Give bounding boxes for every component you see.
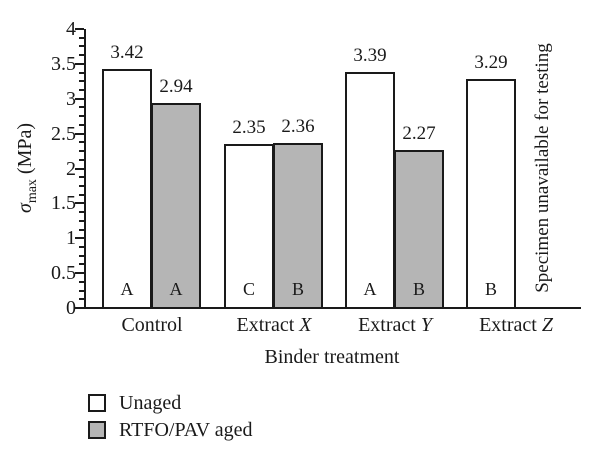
y-major-tick (75, 98, 84, 100)
y-tick-label: 1.5 (51, 192, 76, 214)
bar-rtfo-pav-aged-3 (394, 150, 444, 309)
y-minor-tick (79, 194, 84, 196)
y-tick-label: 0 (66, 297, 76, 319)
y-major-tick (75, 28, 84, 30)
y-minor-tick (79, 229, 84, 231)
legend-swatch-unaged-icon (88, 394, 106, 412)
y-tick-label: 0.5 (51, 262, 76, 284)
y-minor-tick (79, 281, 84, 283)
bar-value-label: 2.27 (402, 123, 436, 144)
y-major-tick (75, 307, 84, 309)
bar-value-label: 2.94 (159, 76, 193, 97)
y-minor-tick (79, 150, 84, 152)
bar-statistical-letter: A (169, 279, 183, 299)
legend-item-unaged: Unaged (88, 392, 252, 414)
y-minor-tick (79, 106, 84, 108)
y-axis-label: σmax (MPa) (14, 123, 44, 213)
bar-statistical-letter: A (120, 279, 134, 299)
y-minor-tick (79, 298, 84, 300)
y-tick-label: 3.5 (51, 53, 76, 75)
x-category-label: Extract Y (358, 314, 432, 336)
legend-label-aged: RTFO/PAV aged (119, 419, 253, 441)
y-minor-tick (79, 246, 84, 248)
y-minor-tick (79, 159, 84, 161)
bar-value-label: 2.35 (232, 117, 266, 138)
legend: Unaged RTFO/PAV aged (88, 392, 252, 446)
y-major-tick (75, 237, 84, 239)
y-minor-tick (79, 290, 84, 292)
y-major-tick (75, 272, 84, 274)
bar-value-label: 2.36 (281, 116, 315, 137)
y-tick-label: 2.5 (51, 123, 76, 145)
y-minor-tick (79, 255, 84, 257)
legend-swatch-aged-icon (88, 421, 106, 439)
y-minor-tick (79, 115, 84, 117)
y-major-tick (75, 63, 84, 65)
x-category-label: Extract X (236, 314, 312, 336)
x-axis-label: Binder treatment (264, 346, 400, 368)
bar-unaged-1 (102, 69, 152, 309)
x-category-label: Control (121, 314, 183, 336)
bar-unaged-4 (466, 79, 516, 309)
bar-rtfo-pav-aged-1 (151, 103, 201, 309)
y-minor-tick (79, 54, 84, 56)
y-axis-unit: (MPa) (14, 122, 36, 180)
y-tick-label: 4 (66, 18, 76, 40)
bar-unaged-2 (224, 144, 274, 309)
sigma-subscript: max (25, 179, 40, 204)
x-category-label: Extract Z (479, 314, 553, 336)
y-minor-tick (79, 263, 84, 265)
y-minor-tick (79, 45, 84, 47)
y-major-tick (75, 168, 84, 170)
legend-label-unaged: Unaged (119, 392, 182, 414)
missing-data-note: Specimen unavailable for testing (532, 43, 553, 293)
y-minor-tick (79, 124, 84, 126)
bar-unaged-3 (345, 72, 395, 309)
y-minor-tick (79, 89, 84, 91)
y-minor-tick (79, 220, 84, 222)
sigma-symbol: σ (14, 203, 36, 214)
y-major-tick (75, 133, 84, 135)
y-tick-label: 1 (66, 227, 76, 249)
y-tick-label: 2 (66, 158, 76, 180)
y-minor-tick (79, 185, 84, 187)
bar-statistical-letter: A (363, 279, 377, 299)
legend-item-rtfo-pav-aged: RTFO/PAV aged (88, 419, 252, 441)
y-tick-label: 3 (66, 88, 76, 110)
y-axis-line (84, 29, 86, 309)
bar-statistical-letter: C (242, 279, 256, 299)
y-minor-tick (79, 72, 84, 74)
y-minor-tick (79, 176, 84, 178)
y-minor-tick (79, 211, 84, 213)
bar-statistical-letter: B (291, 279, 305, 299)
bar-value-label: 3.42 (110, 42, 144, 63)
bar-rtfo-pav-aged-2 (273, 143, 323, 309)
bar-statistical-letter: B (412, 279, 426, 299)
y-major-tick (75, 202, 84, 204)
bar-statistical-letter: B (484, 279, 498, 299)
x-axis-line (84, 307, 581, 309)
bar-value-label: 3.29 (474, 52, 508, 73)
y-minor-tick (79, 80, 84, 82)
bar-value-label: 3.39 (353, 45, 387, 66)
y-minor-tick (79, 37, 84, 39)
y-minor-tick (79, 141, 84, 143)
